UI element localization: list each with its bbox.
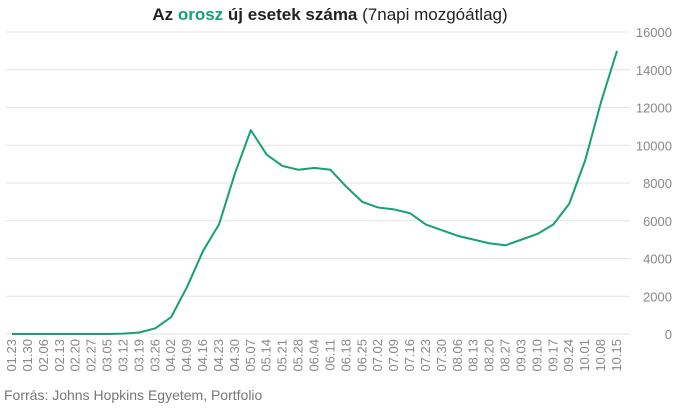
y-tick-label: 10000 xyxy=(636,138,672,153)
x-tick-label: 06.25 xyxy=(354,339,369,372)
x-tick-label: 02.27 xyxy=(84,339,99,372)
title-part: Az xyxy=(152,5,173,24)
y-tick-label: 4000 xyxy=(643,252,672,267)
title-part: orosz xyxy=(178,5,223,24)
x-tick-label: 06.11 xyxy=(322,339,337,371)
y-tick-label: 12000 xyxy=(636,101,672,116)
x-tick-label: 08.13 xyxy=(466,339,481,372)
x-tick-label: 02.06 xyxy=(36,339,51,372)
x-tick-label: 03.19 xyxy=(131,339,146,372)
x-tick-label: 08.06 xyxy=(450,339,465,372)
x-tick-label: 02.13 xyxy=(52,339,67,372)
title-part: (7napi mozgóátlag) xyxy=(362,5,508,24)
x-tick-label: 10.01 xyxy=(577,339,592,372)
x-tick-label: 09.24 xyxy=(561,339,576,372)
x-tick-label: 04.16 xyxy=(195,339,210,372)
y-tick-label: 2000 xyxy=(643,289,672,304)
x-tick-label: 04.02 xyxy=(163,339,178,372)
x-tick-label: 05.14 xyxy=(259,339,274,372)
x-tick-label: 09.03 xyxy=(513,339,528,372)
x-tick-label: 08.20 xyxy=(482,339,497,372)
chart-title: Az orosz új esetek száma (7napi mozgóátl… xyxy=(152,5,507,24)
x-tick-label: 07.16 xyxy=(402,339,417,372)
y-tick-label: 6000 xyxy=(643,214,672,229)
x-tick-label: 06.18 xyxy=(338,339,353,372)
y-tick-label: 16000 xyxy=(636,25,672,40)
x-tick-label: 09.17 xyxy=(545,339,560,372)
title-part: új esetek száma xyxy=(228,5,358,24)
x-tick-label: 10.15 xyxy=(609,339,624,372)
x-tick-label: 05.21 xyxy=(275,339,290,372)
x-tick-label: 01.30 xyxy=(20,339,35,372)
x-tick-label: 06.04 xyxy=(307,339,322,372)
x-tick-label: 04.23 xyxy=(211,339,226,372)
x-tick-label: 03.26 xyxy=(147,339,162,372)
x-tick-label: 10.08 xyxy=(593,339,608,372)
y-tick-label: 8000 xyxy=(643,176,672,191)
x-tick-label: 07.30 xyxy=(434,339,449,372)
x-tick-label: 04.30 xyxy=(227,339,242,372)
x-tick-label: 04.09 xyxy=(179,339,194,372)
line xyxy=(12,50,618,335)
x-tick-label: 05.28 xyxy=(291,339,306,372)
source: Forrás: Johns Hopkins Egyetem, Portfolio xyxy=(4,387,263,403)
x-tick-label: 05.07 xyxy=(243,339,258,372)
x-tick-label: 02.20 xyxy=(68,339,83,372)
x-tick-label: 07.02 xyxy=(370,339,385,372)
x-tick-label: 09.10 xyxy=(529,339,544,372)
x-tick-label: 07.09 xyxy=(386,339,401,372)
x-tick-label: 03.05 xyxy=(100,339,115,372)
x-tick-label: 03.12 xyxy=(115,339,130,372)
x-tick-label: 01.23 xyxy=(4,339,19,372)
y-tick-label: 14000 xyxy=(636,63,672,78)
x-tick-label: 07.23 xyxy=(418,339,433,372)
x-tick-label: 08.27 xyxy=(498,339,513,372)
y-tick-label: 0 xyxy=(665,327,672,342)
